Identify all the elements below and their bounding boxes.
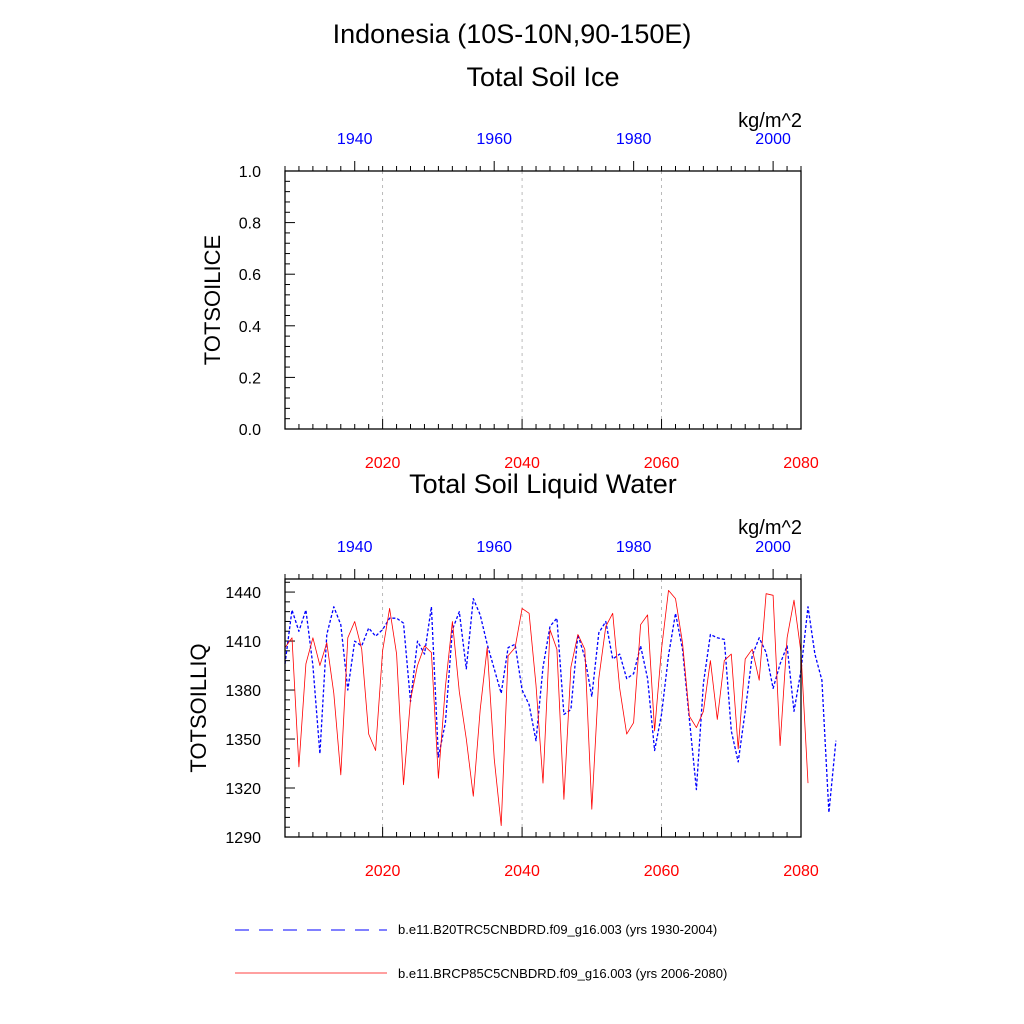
- soil-liquid-panel: Total Soil Liquid Water kg/m^2 TOTSOILLI…: [186, 469, 837, 880]
- x-top-tick-label: 1980: [616, 539, 652, 556]
- legend-entry-rcp85: b.e11.BRCP85C5CNBDRD.f09_g16.003 (yrs 20…: [235, 966, 727, 981]
- y-tick-label: 0.6: [239, 267, 261, 284]
- x-bottom-tick-label: 2060: [644, 455, 680, 472]
- y-tick-label: 1410: [225, 634, 261, 651]
- y-tick-label: 0.2: [239, 370, 261, 387]
- soil-ice-panel: Total Soil Ice kg/m^2 TOTSOILICE 2020 204…: [200, 62, 819, 472]
- soil-liquid-grid: [382, 579, 662, 837]
- y-tick-label: 0.4: [239, 319, 261, 336]
- soil-ice-axes: 2020 2040 2060 2080 1940 1960 1980 2000 0.0 0.2 0.…: [239, 131, 819, 472]
- soil-liquid-title: Total Soil Liquid Water: [409, 469, 677, 499]
- y-tick-label: 1320: [225, 781, 261, 798]
- legend-entry-historical: b.e11.B20TRC5CNBDRD.f09_g16.003 (yrs 193…: [235, 922, 717, 937]
- x-top-tick-label: 1940: [337, 131, 373, 148]
- y-tick-label: 1290: [225, 830, 261, 847]
- x-bottom-tick-label: 2060: [644, 863, 680, 880]
- x-top-tick-label: 1960: [476, 131, 512, 148]
- soil-ice-grid: [382, 171, 662, 429]
- x-bottom-tick-label: 2040: [504, 455, 540, 472]
- y-tick-label: 0.0: [239, 422, 261, 439]
- series-line-rcp85: [284, 590, 809, 826]
- y-tick-label: 1380: [225, 683, 261, 700]
- y-tick-label: 1440: [225, 585, 261, 602]
- legend-label-rcp85: b.e11.BRCP85C5CNBDRD.f09_g16.003 (yrs 20…: [398, 966, 727, 981]
- x-bottom-tick-label: 2080: [783, 863, 819, 880]
- x-bottom-tick-label: 2020: [365, 863, 401, 880]
- soil-ice-units: kg/m^2: [738, 110, 802, 132]
- x-top-tick-label: 2000: [755, 131, 791, 148]
- figure-title: Indonesia (10S-10N,90-150E): [333, 19, 692, 49]
- x-bottom-tick-label: 2080: [783, 455, 819, 472]
- y-tick-label: 1350: [225, 732, 261, 749]
- x-top-tick-label: 1960: [476, 539, 512, 556]
- legend: b.e11.B20TRC5CNBDRD.f09_g16.003 (yrs 193…: [235, 922, 727, 981]
- y-tick-label: 0.8: [239, 216, 261, 233]
- soil-liquid-units: kg/m^2: [738, 517, 802, 539]
- x-top-tick-label: 1940: [337, 539, 373, 556]
- x-top-tick-label: 1980: [616, 131, 652, 148]
- soil-liquid-series: [284, 590, 837, 826]
- series-line-historical: [284, 597, 837, 814]
- soil-ice-title: Total Soil Ice: [466, 62, 619, 92]
- soil-liquid-y-axis-label: TOTSOILLIQ: [186, 643, 211, 772]
- x-bottom-tick-label: 2040: [504, 863, 540, 880]
- soil-liquid-plot-frame: [284, 578, 802, 838]
- y-tick-label: 1.0: [239, 164, 261, 181]
- x-bottom-tick-label: 2020: [365, 455, 401, 472]
- soil-ice-plot-frame: [284, 170, 802, 430]
- soil-liquid-axes: 2020 2040 2060 2080 1940 1960 1980 2000 1290 1320…: [225, 539, 818, 880]
- soil-ice-y-axis-label: TOTSOILICE: [200, 235, 225, 365]
- legend-label-historical: b.e11.B20TRC5CNBDRD.f09_g16.003 (yrs 193…: [398, 922, 717, 937]
- x-top-tick-label: 2000: [755, 539, 791, 556]
